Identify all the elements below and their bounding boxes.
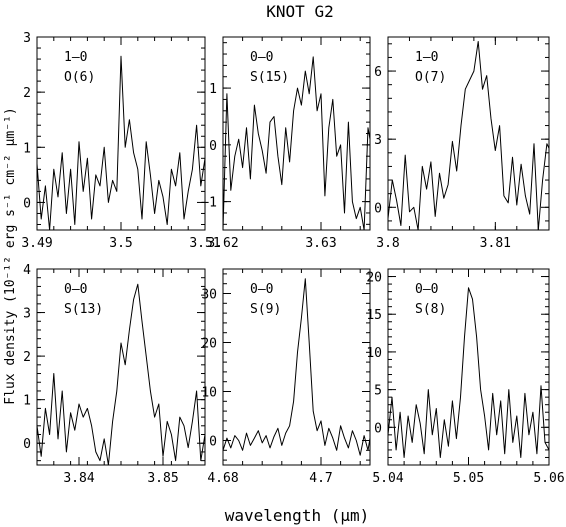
spectrum-line bbox=[223, 56, 370, 230]
y-tick-label: 0 bbox=[374, 421, 382, 436]
spectrum-line bbox=[223, 278, 370, 456]
line-label: O(6) bbox=[64, 70, 95, 85]
panel-frame bbox=[387, 268, 550, 466]
y-tick-label: 10 bbox=[201, 386, 217, 401]
x-tick-label: 4.68 bbox=[207, 471, 238, 486]
x-tick-label: 3.81 bbox=[480, 236, 511, 251]
x-tick-label: 3.63 bbox=[305, 236, 336, 251]
line-label: O(7) bbox=[415, 70, 446, 85]
transition-label: 0–0 bbox=[250, 282, 273, 297]
panel-frame bbox=[387, 36, 550, 231]
transition-label: 0–0 bbox=[64, 282, 87, 297]
y-tick-label: 15 bbox=[366, 308, 382, 323]
panel-4: 3.84 3.85 0 1 2 3 4 0–0 S(13) bbox=[23, 263, 206, 486]
transition-label: 1–0 bbox=[415, 50, 438, 65]
x-tick-label: 3.51 bbox=[189, 236, 220, 251]
x-tick-label: 3.84 bbox=[63, 471, 94, 486]
y-tick-label: 0 bbox=[23, 196, 31, 211]
chart-title: KNOT G2 bbox=[266, 2, 333, 21]
y-tick-label: 0 bbox=[374, 201, 382, 216]
x-tick-label: 5.04 bbox=[372, 471, 403, 486]
line-label: S(9) bbox=[250, 302, 281, 317]
panel-1: 3.49 3.5 3.51 0 1 2 3 1–0 O(6) bbox=[21, 31, 220, 251]
y-tick-label: 10 bbox=[366, 346, 382, 361]
spectrum-line bbox=[37, 55, 205, 230]
y-tick-label: 20 bbox=[366, 271, 382, 286]
panels-group: 3.49 3.5 3.51 0 1 2 3 1–0 O(6) 3.62 3.63 −1 0 1 0–0 S(1… bbox=[21, 31, 564, 486]
transition-label: 0–0 bbox=[250, 50, 273, 65]
y-tick-label: 30 bbox=[201, 288, 217, 303]
line-label: S(15) bbox=[250, 70, 289, 85]
spectrum-line bbox=[388, 287, 549, 458]
line-label: S(8) bbox=[415, 302, 446, 317]
y-tick-label: 20 bbox=[201, 337, 217, 352]
x-tick-label: 5.05 bbox=[453, 471, 484, 486]
spectrum-line bbox=[37, 283, 205, 465]
spectrum-line bbox=[388, 41, 549, 230]
y-tick-label: 0 bbox=[23, 437, 31, 452]
y-tick-label: 2 bbox=[23, 350, 31, 365]
transition-label: 0–0 bbox=[415, 282, 438, 297]
y-tick-label: 1 bbox=[209, 82, 217, 97]
y-tick-label: 6 bbox=[374, 65, 382, 80]
y-tick-label: 0 bbox=[209, 139, 217, 154]
y-tick-label: −1 bbox=[201, 196, 217, 211]
x-tick-label: 3.5 bbox=[109, 236, 132, 251]
x-tick-label: 3.49 bbox=[21, 236, 52, 251]
panel-2: 3.62 3.63 −1 0 1 0–0 S(15) bbox=[201, 36, 371, 251]
x-tick-label: 3.85 bbox=[147, 471, 178, 486]
panel-frame bbox=[36, 268, 206, 466]
x-tick-label: 3.8 bbox=[376, 236, 399, 251]
x-tick-label: 3.62 bbox=[207, 236, 238, 251]
panel-frame bbox=[222, 268, 371, 466]
panel-3: 3.8 3.81 0 3 6 1–0 O(7) bbox=[374, 36, 550, 251]
y-tick-label: 0 bbox=[209, 435, 217, 450]
x-axis-label: wavelength (μm) bbox=[225, 506, 370, 525]
panel-6: 5.04 5.05 5.06 0 5 10 15 20 0–0 S(8) bbox=[366, 268, 565, 486]
transition-label: 1–0 bbox=[64, 50, 87, 65]
y-tick-label: 3 bbox=[23, 31, 31, 46]
y-tick-label: 1 bbox=[23, 141, 31, 156]
x-tick-label: 4.7 bbox=[309, 471, 332, 486]
y-axis-label: Flux density (10⁻¹² erg s⁻¹ cm⁻² μm⁻¹) bbox=[3, 107, 18, 404]
line-label: S(13) bbox=[64, 302, 103, 317]
y-tick-label: 5 bbox=[374, 384, 382, 399]
x-tick-label: 5.06 bbox=[533, 471, 564, 486]
y-tick-label: 2 bbox=[23, 86, 31, 101]
panel-5: 4.68 4.7 0 10 20 30 0–0 S(9) bbox=[201, 268, 371, 486]
y-tick-label: 4 bbox=[23, 263, 31, 278]
y-tick-label: 1 bbox=[23, 394, 31, 409]
y-tick-label: 3 bbox=[23, 307, 31, 322]
y-tick-label: 3 bbox=[374, 133, 382, 148]
